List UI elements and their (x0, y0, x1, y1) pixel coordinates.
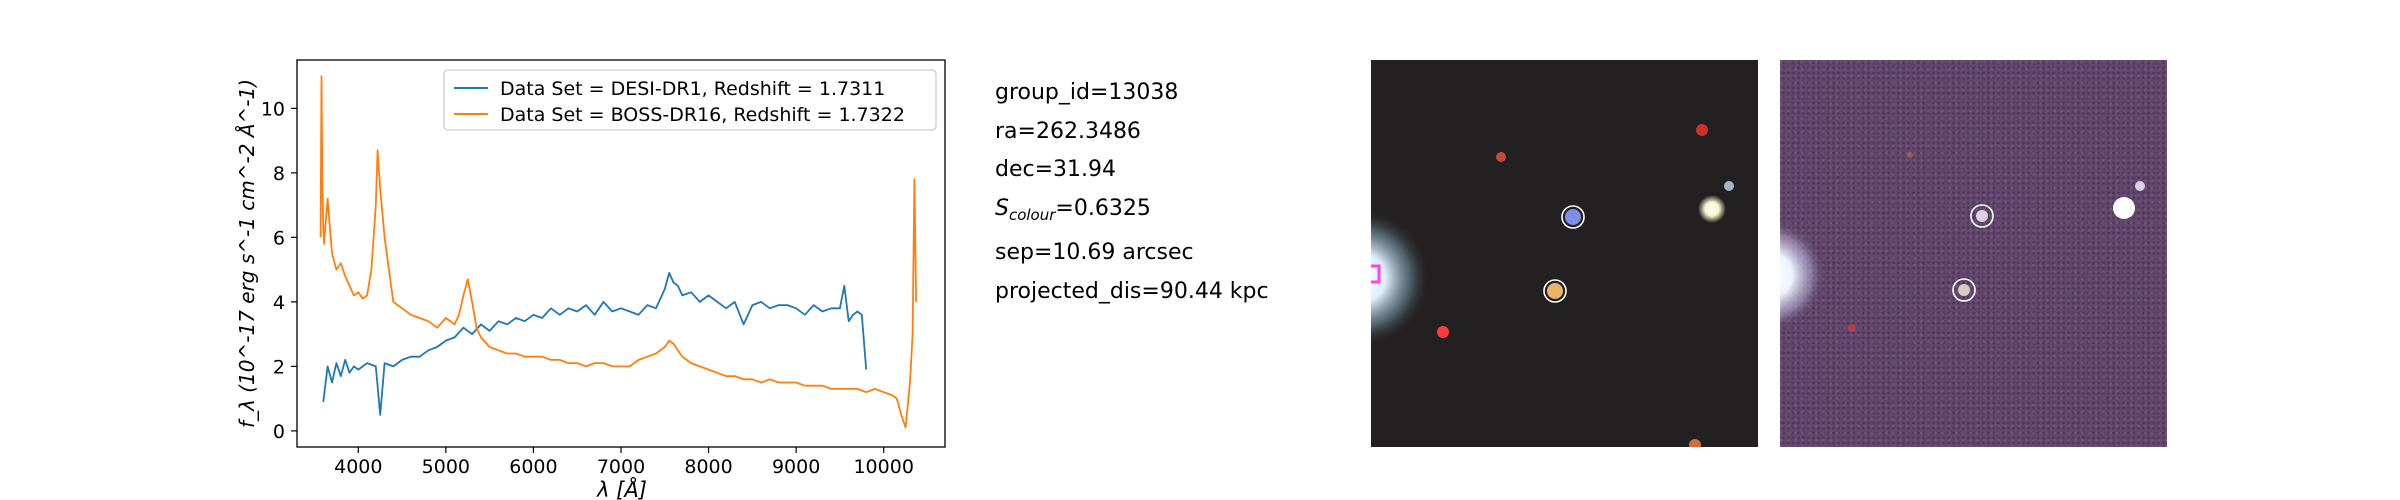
x-tick-label: 5000 (422, 456, 470, 478)
bright-star-left (1371, 208, 1431, 348)
series-layer (319, 75, 917, 429)
series-line-1 (322, 271, 868, 416)
x-tick-label: 10000 (853, 456, 913, 478)
target-orange-galaxy (1547, 283, 1563, 299)
legend-entry: Data Set = DESI-DR1, Redshift = 1.7311 (500, 78, 885, 100)
y-axis-label: f_λ (10^-17 erg s^-1 cm^-2 Å^-1) (235, 79, 259, 428)
residual-cutout-sky (1780, 152, 2145, 332)
color-cutout-sky (1371, 124, 1734, 447)
legend-entry: Data Set = BOSS-DR16, Redshift = 1.7322 (500, 104, 905, 126)
x-tick-label: 6000 (509, 456, 557, 478)
x-tick-label: 4000 (334, 456, 382, 478)
star-marker-square (1371, 264, 1381, 284)
residual-cutout-image (1780, 60, 2167, 447)
s-colour-symbol: S (995, 195, 1009, 221)
sep-text: sep=10.69 arcsec (995, 240, 1194, 266)
star-small-right (2135, 181, 2145, 191)
target-blob-lower (1958, 284, 1970, 296)
s-colour-value: =0.6325 (1055, 195, 1151, 221)
y-tick-label: 10 (261, 98, 285, 120)
star-bright-right (2113, 197, 2135, 219)
target-blue-galaxy (1565, 209, 1581, 225)
series-line-2 (319, 75, 917, 429)
group-id-text: group_id=13038 (995, 80, 1179, 105)
y-tick-label: 2 (273, 356, 285, 378)
target-marker-upper (1561, 205, 1585, 229)
y-tick-label: 6 (273, 227, 285, 249)
y-tick-label: 4 (273, 292, 285, 314)
star-red-2 (1696, 124, 1708, 136)
star-red-1 (1496, 152, 1506, 162)
info-panel: group_id=13038 ra=262.3486 dec=31.94 Sco… (995, 74, 1269, 311)
star-blue-small (1724, 181, 1734, 191)
x-axis-label: λ [Å] (596, 476, 647, 500)
x-tick-label: 8000 (684, 456, 732, 478)
target-marker-upper (1970, 204, 1994, 228)
legend: Data Set = DESI-DR1, Redshift = 1.7311 Da… (443, 69, 937, 131)
x-tick-label: 9000 (772, 456, 820, 478)
x-tick-label: 7000 (597, 456, 645, 478)
star-orange-faint (1907, 152, 1913, 158)
s-colour-subscript: colour (1008, 205, 1056, 224)
target-marker-lower (1952, 278, 1976, 302)
target-marker-lower (1543, 279, 1567, 303)
star-orange-bottom (1689, 439, 1701, 447)
legend-box (443, 69, 937, 131)
target-blob-upper (1976, 210, 1988, 222)
projected-dis-text: projected_dis=90.44 kpc (995, 278, 1269, 304)
y-tick-label: 8 (273, 163, 285, 185)
ra-text: ra=262.3486 (995, 118, 1141, 144)
star-bright-right (1698, 195, 1726, 223)
s-colour-text: Scolour=0.6325 (995, 190, 1269, 235)
bright-star-left (1780, 220, 1825, 330)
star-red-3 (1437, 326, 1449, 338)
y-axis-label-text: f_λ (10^-17 erg s^-1 cm^-2 Å^-1) (235, 79, 259, 428)
dec-text: dec=31.94 (995, 157, 1117, 182)
y-tick-label: 0 (273, 421, 285, 443)
star-red-faint (1848, 324, 1856, 332)
axis-ticks: 4000 5000 6000 7000 8000 9000 10000 0 2 4 6 8 10 (261, 98, 914, 478)
color-cutout-image (1371, 60, 1758, 447)
